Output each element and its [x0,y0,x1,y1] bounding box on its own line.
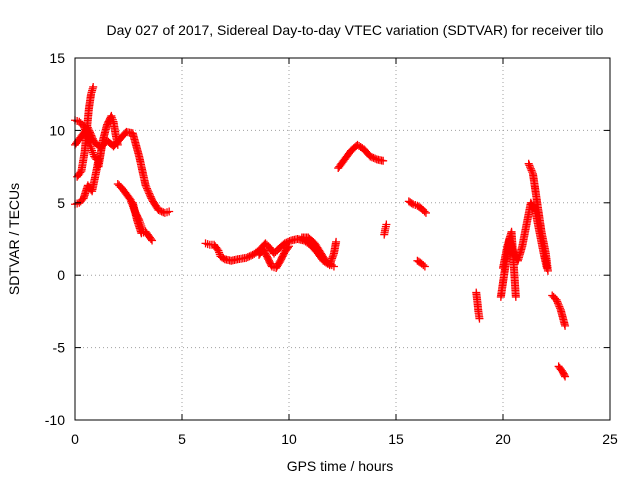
data-point-fill [553,299,562,308]
y-tick-label: -5 [53,340,66,356]
series-arc-17 [499,227,520,301]
data-point [285,242,293,251]
series-arc-14 [413,256,429,271]
data-point-fill [407,199,416,208]
data-point-fill [553,297,562,306]
y-tick-label: 10 [49,122,65,138]
data-point-fill [526,164,535,173]
y-tick-label: 5 [57,195,65,211]
data-point [332,237,341,246]
x-tick-label: 5 [178,431,186,447]
data-point-fill [88,148,97,157]
data-point [148,236,157,245]
data-point-fill [419,261,428,270]
data-point [214,246,223,255]
data-point-fill [527,166,536,175]
data-point [107,111,116,120]
x-tick-label: 20 [495,431,511,447]
series-arc-9 [255,242,293,272]
y-tick-label: 0 [57,267,65,283]
data-point-fill [555,302,564,311]
data-point [475,314,484,323]
series-arc-5 [94,111,122,171]
x-tick-label: 10 [281,431,297,447]
series-arc-10 [297,233,341,270]
data-point-fill [560,371,569,380]
plot-frame [74,57,611,421]
data-series [71,82,570,381]
series-arc-19 [548,291,570,330]
series-arc-3 [73,82,98,181]
data-point-fill [554,300,563,309]
series-arc-12 [380,220,391,239]
x-tick-label: 25 [602,431,618,447]
data-point [552,295,561,304]
axis-ticks: 0 5 10 15 20 25 -10 -5 0 5 10 15 [45,50,618,447]
series-arc-15 [472,288,484,323]
data-point-fill [420,207,429,216]
series-arc-13 [404,197,430,217]
data-point [113,140,122,149]
x-axis-label: GPS time / hours [287,458,394,474]
data-point [561,321,570,330]
data-point-fill [526,163,535,172]
data-point-fill [215,248,224,257]
series-arc-7 [128,198,157,245]
data-point [382,220,391,229]
data-point-fill [213,245,222,254]
chart-title: Day 027 of 2017, Sidereal Day-to-day VTE… [107,22,604,38]
data-point-fill [283,243,292,252]
data-point-fill [525,161,534,170]
data-point [524,159,533,168]
data-point-fill [146,235,155,243]
data-point [379,156,388,165]
y-axis-label: SDTVAR / TECUs [6,183,22,295]
x-tick-label: 15 [388,431,404,447]
y-tick-label: 15 [49,50,65,66]
data-point [421,208,430,217]
x-tick-label: 0 [71,431,79,447]
data-point [165,207,174,216]
data-point [543,266,552,275]
data-point-fill [89,150,98,159]
series-arc-11 [334,140,388,173]
data-point [420,262,429,271]
data-point [511,292,520,301]
data-point [561,372,570,381]
data-point [88,146,97,155]
data-point-fill [108,115,117,124]
y-tick-label: -10 [45,412,65,428]
series-arc-18 [524,159,552,275]
series-arc-20 [554,362,570,381]
data-point [89,82,98,91]
data-point-fill [108,113,117,122]
